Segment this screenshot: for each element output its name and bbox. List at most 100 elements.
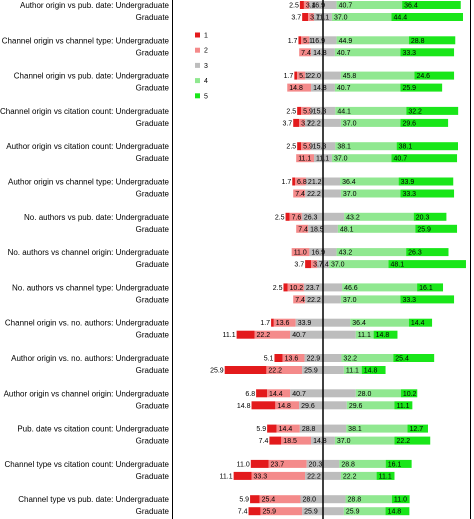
- segment-value-label: 1.7: [260, 320, 270, 327]
- row-label: Graduate: [136, 225, 170, 234]
- bar-segment-5: [385, 507, 410, 516]
- row-label: Graduate: [136, 13, 170, 22]
- bar-row: 11.0 16.9 43.2 26.3: [291, 248, 449, 257]
- bar-segment-5: [413, 212, 447, 221]
- segment-value-label: 5.9: [256, 426, 266, 433]
- bar-segment-5: [400, 83, 443, 92]
- segment-value-label: 25.4: [395, 356, 409, 363]
- bar-row: 2.5 5.9 15.3 38.1 38.1: [286, 142, 458, 151]
- segment-value-label: 11.1: [346, 368, 359, 375]
- bar-segment-4: [340, 189, 401, 198]
- bar-row: 1.7 5.116.9 44.9 28.8: [288, 36, 456, 45]
- bar-segment-4: [355, 330, 374, 339]
- segment-value-label: 1.7: [284, 73, 294, 80]
- bar-segment-2: [296, 224, 309, 233]
- segment-value-label: 16.9: [311, 38, 325, 45]
- segment-value-label: 14.4: [279, 426, 293, 433]
- segment-value-label: 28.8: [411, 38, 425, 45]
- bar-row: 5.9 25.4 28.0 28.8 11.0: [239, 495, 410, 504]
- segment-value-label: 22.9: [307, 356, 321, 363]
- bar-segment-4: [340, 177, 399, 186]
- bar-segment-2: [289, 212, 302, 221]
- segment-value-label: 33.9: [401, 179, 415, 186]
- bar-segment-4: [340, 71, 415, 80]
- row-label: Graduate: [136, 48, 170, 57]
- segment-value-label: 16.9: [311, 3, 325, 10]
- segment-value-label: 44.1: [337, 108, 351, 115]
- bar-segment-5: [400, 118, 449, 127]
- segment-value-label: 26.3: [408, 250, 422, 257]
- segment-value-label: 22.2: [307, 120, 321, 127]
- segment-value-label: 12.7: [410, 426, 424, 433]
- bar-segment-2: [267, 389, 291, 398]
- segment-value-label: 11.1: [379, 473, 392, 480]
- segment-value-label: 38.1: [337, 144, 351, 151]
- bar-segment-2: [282, 354, 305, 362]
- segment-value-label: 20.3: [416, 214, 430, 221]
- bar-row: 5.9 14.4 28.8 38.1 12.7: [256, 424, 428, 433]
- bar-segment-1: [248, 507, 261, 516]
- segment-value-label: 28.0: [358, 391, 372, 398]
- bar-segment-5: [400, 295, 455, 304]
- bar-segment-4: [350, 318, 409, 327]
- legend-swatch-1: [195, 32, 200, 38]
- bar-row: 11.0 23.7 20.3 28.8 16.1: [237, 459, 412, 468]
- row-label: Channel origin vs. no. authors: Undergra…: [5, 319, 170, 328]
- bar-segment-4: [343, 366, 362, 374]
- segment-value-label: 26.3: [304, 214, 318, 221]
- segment-value-label: 40.7: [337, 50, 351, 57]
- bar-segment-2: [273, 318, 296, 327]
- bar-segment-2: [291, 248, 310, 257]
- bar-row: 25.9 22.2 25.9 11.1 14.8: [210, 366, 386, 375]
- bar-segment-5: [393, 354, 435, 362]
- bar-row: 11.1 22.2 40.7 11.1 14.8: [223, 330, 398, 339]
- segment-value-label: 11.1: [358, 332, 371, 339]
- bar-segment-2: [260, 507, 303, 516]
- segment-value-label: 1.7: [282, 179, 292, 186]
- bar-segment-1: [297, 106, 302, 115]
- segment-value-label: 29.6: [349, 403, 363, 410]
- bar-segment-4: [328, 260, 389, 269]
- bar-segment-5: [402, 1, 461, 9]
- segment-value-label: 5.1: [264, 356, 274, 363]
- segment-value-label: 20.3: [309, 461, 323, 468]
- bar-segment-2: [287, 283, 304, 292]
- bar-segment-5: [391, 154, 458, 163]
- segment-value-label: 46.6: [344, 285, 358, 292]
- segment-value-label: 37.0: [343, 191, 357, 198]
- segment-value-label: 28.0: [302, 497, 316, 504]
- bar-segment-2: [294, 177, 306, 186]
- segment-value-label: 25.9: [346, 509, 360, 516]
- bar-segment-4: [337, 224, 416, 233]
- segment-value-label: 44.9: [339, 38, 353, 45]
- segment-value-label: 33.3: [402, 191, 416, 198]
- segment-value-label: 5.9: [303, 108, 313, 115]
- segment-value-label: 5.9: [239, 497, 249, 504]
- segment-value-label: 7.4: [238, 509, 248, 516]
- segment-value-label: 38.1: [399, 144, 413, 151]
- bar-segment-2: [297, 71, 306, 80]
- bar-row: 14.8 14.8 29.6 29.6 11.1: [237, 401, 413, 410]
- bar-row: 7.4 18.5 14.8 37.0 22.2: [259, 436, 431, 445]
- segment-value-label: 22.2: [268, 368, 282, 375]
- segment-value-label: 14.4: [411, 320, 425, 327]
- segment-value-label: 3.7: [282, 120, 292, 127]
- bar-segment-1: [299, 1, 304, 9]
- bar-segment-5: [376, 471, 395, 480]
- legend-label-4: 4: [204, 78, 208, 85]
- segment-value-label: 21.2: [308, 179, 322, 186]
- segment-value-label: 3.7: [313, 262, 323, 269]
- bar-row: 7.4 18.5 48.1 25.9: [296, 224, 458, 233]
- segment-value-label: 40.7: [339, 3, 353, 10]
- bar-segment-1: [292, 177, 295, 186]
- segment-value-label: 23.7: [306, 285, 320, 292]
- bar-segment-2: [301, 36, 310, 45]
- segment-value-label: 23.7: [271, 461, 285, 468]
- row-label: Graduate: [136, 119, 170, 128]
- row-label: Graduate: [136, 401, 170, 410]
- segment-value-label: 37.0: [343, 297, 357, 304]
- row-label: Graduate: [136, 260, 170, 269]
- segment-value-label: 14.8: [376, 332, 390, 339]
- row-label: Graduate: [136, 295, 170, 304]
- bar-segment-5: [400, 389, 418, 398]
